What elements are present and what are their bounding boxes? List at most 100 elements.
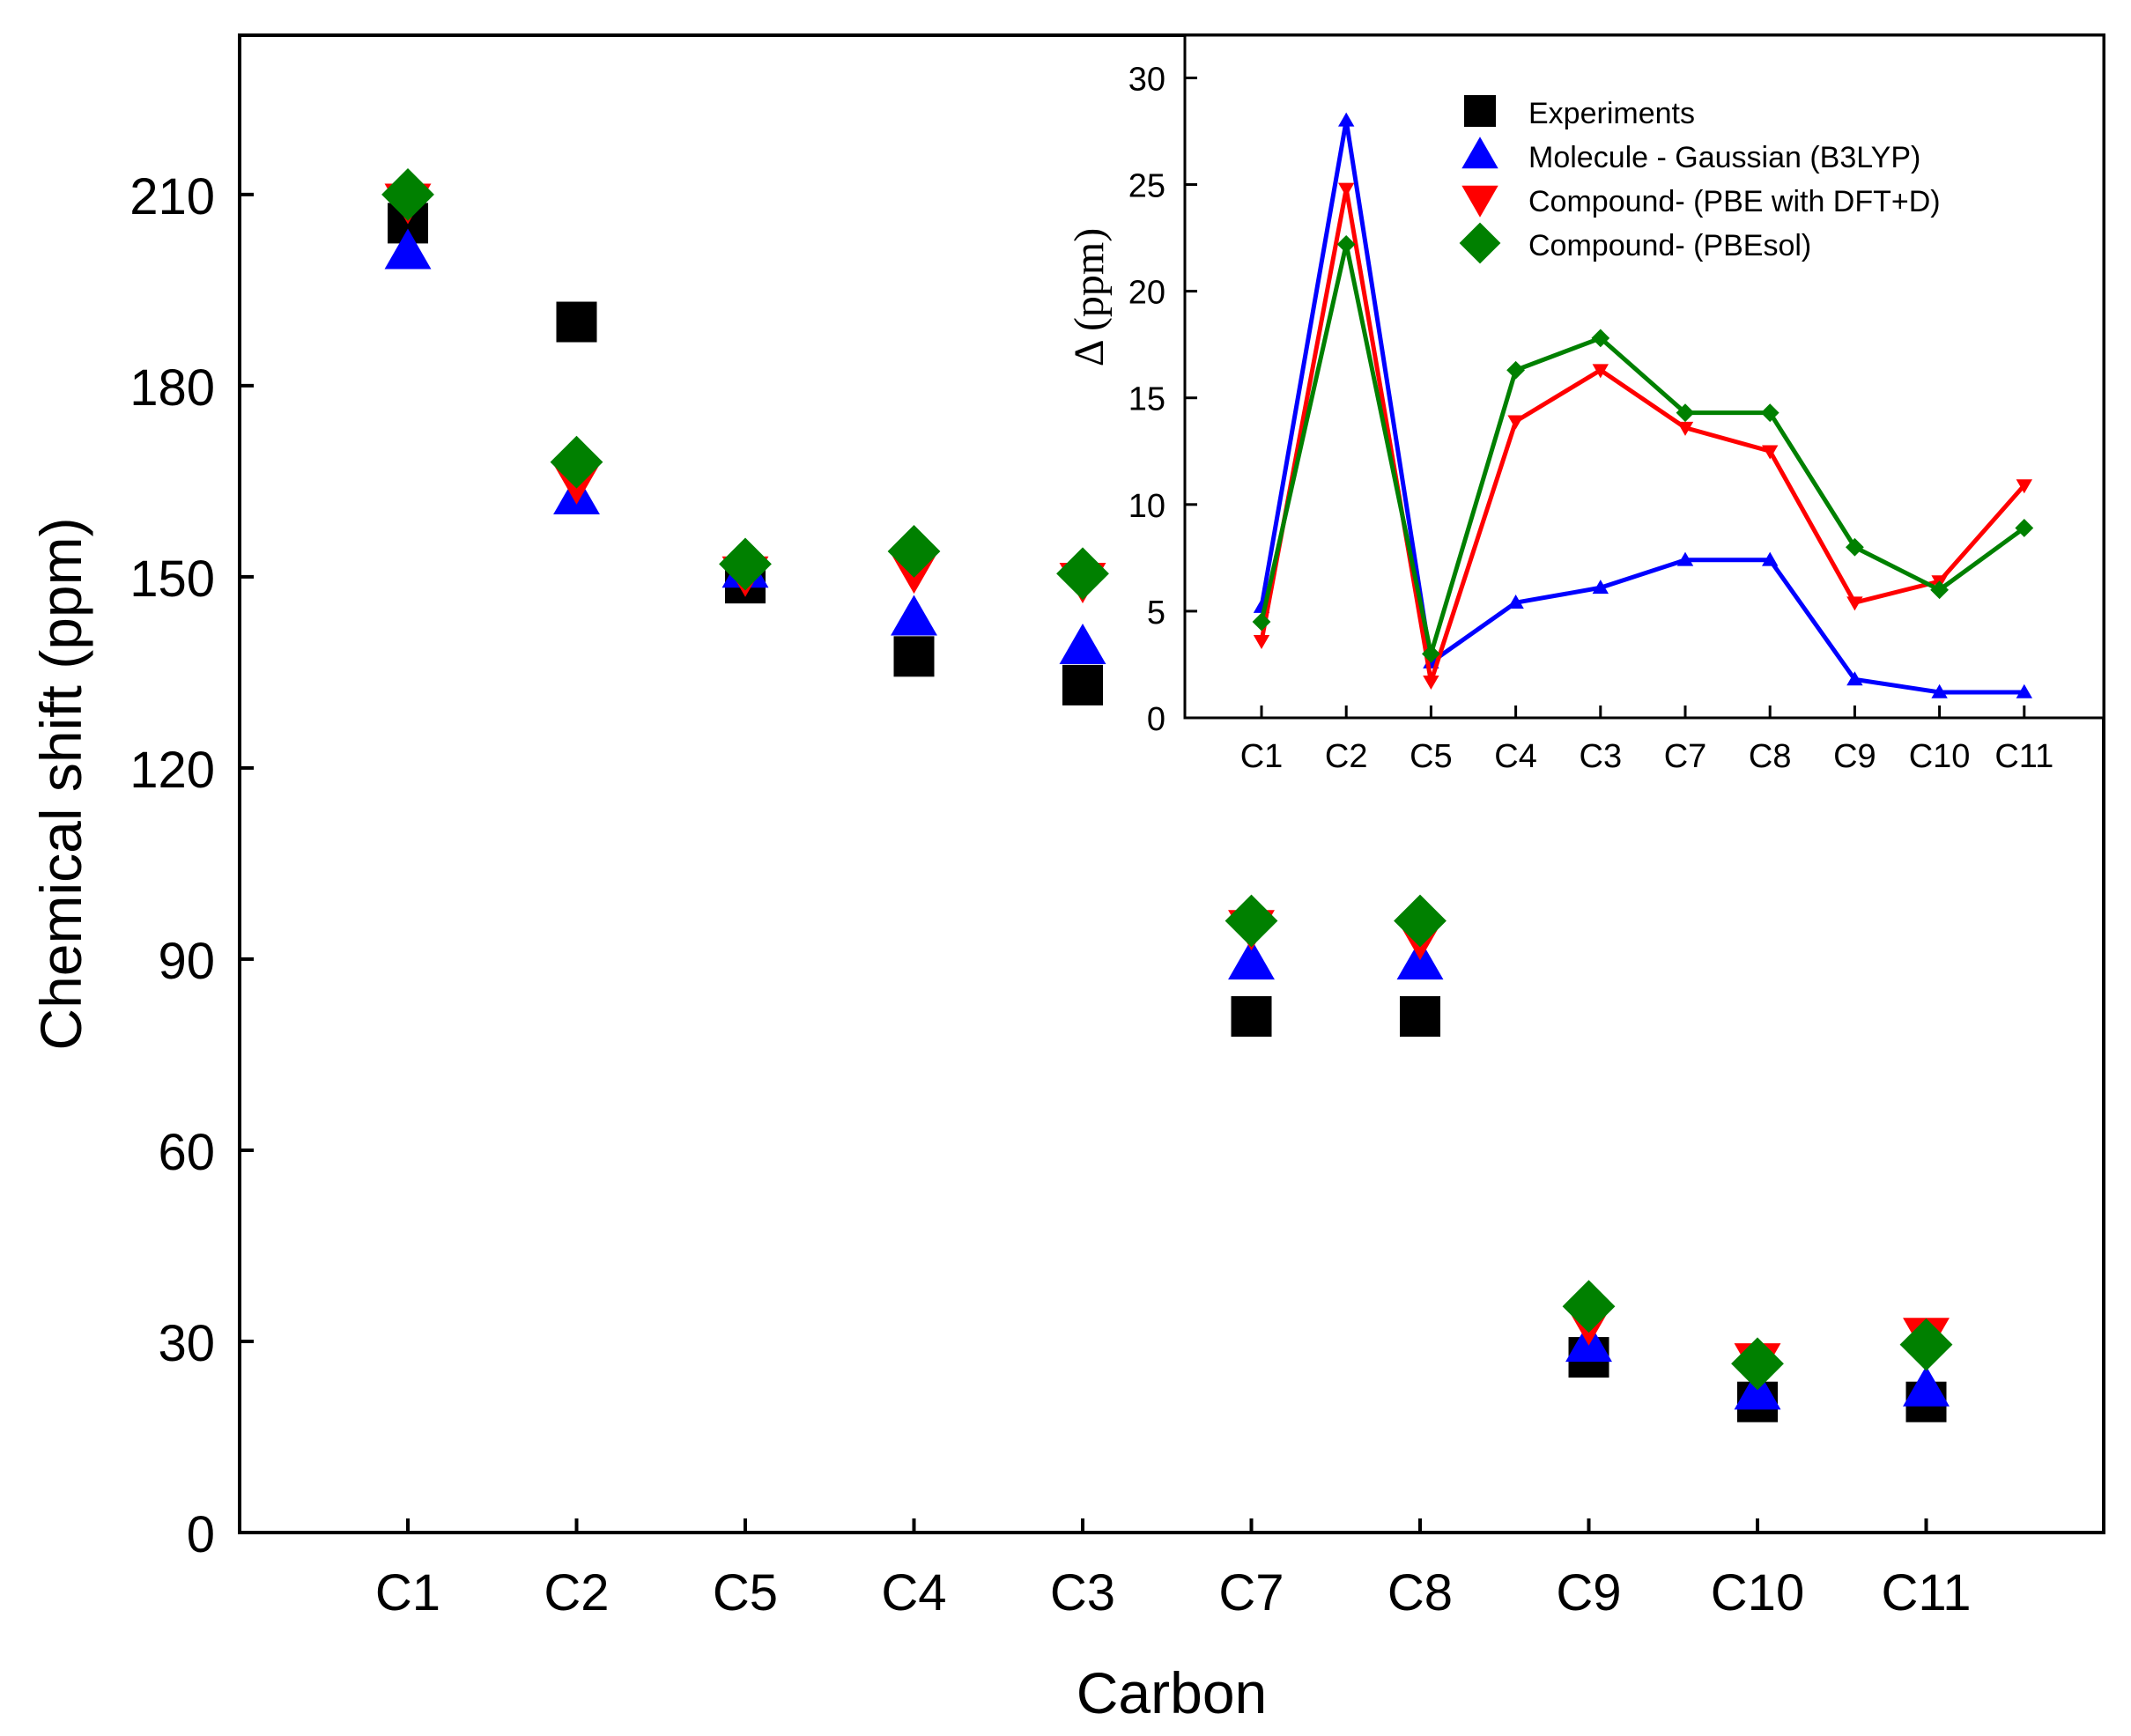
inset-point bbox=[1506, 360, 1525, 380]
main-point bbox=[381, 167, 434, 221]
inset-point bbox=[1507, 595, 1524, 609]
main-x-tick-label: C5 bbox=[713, 1564, 778, 1621]
inset-y-tick-label: 5 bbox=[1147, 595, 1165, 632]
inset-point bbox=[1846, 671, 1863, 686]
inset-x-tick-label: C8 bbox=[1749, 738, 1792, 775]
inset-point bbox=[1676, 403, 1695, 423]
inset-point bbox=[1252, 612, 1271, 632]
legend-entry: Compound- (PBE with DFT+D) bbox=[1461, 185, 1941, 218]
main-y-tick-label: 30 bbox=[158, 1315, 215, 1372]
inset-point bbox=[1931, 683, 1948, 698]
inset-x-tick-label: C3 bbox=[1580, 738, 1623, 775]
main-point bbox=[1731, 1337, 1784, 1391]
inset-point bbox=[1760, 403, 1780, 423]
inset-y-tick-label: 0 bbox=[1147, 701, 1165, 738]
inset-x-tick-label: C9 bbox=[1833, 738, 1876, 775]
main-series-3 bbox=[381, 167, 1953, 1391]
main-x-axis-label: Carbon bbox=[1077, 1660, 1267, 1725]
inset-series-line bbox=[1259, 186, 2026, 684]
main-x-tick-label: C1 bbox=[375, 1564, 440, 1621]
main-plot-frame bbox=[238, 33, 2105, 1534]
inset-x-tick-label: C7 bbox=[1664, 738, 1707, 775]
inset-point bbox=[1846, 537, 1864, 557]
inset-point bbox=[1422, 644, 1440, 663]
inset-series-line bbox=[1259, 118, 2024, 695]
inset-point bbox=[2016, 683, 2032, 698]
legend-label: Experiments bbox=[1528, 97, 1695, 130]
main-y-tick-label: 150 bbox=[129, 550, 215, 608]
main-point bbox=[1059, 624, 1106, 665]
main-point bbox=[893, 636, 935, 677]
main-y-axis-label: Chemical shift (ppm) bbox=[28, 517, 93, 1050]
inset-x-tick-label: C4 bbox=[1494, 738, 1537, 775]
inset-point bbox=[2016, 479, 2032, 494]
main-point bbox=[1231, 996, 1272, 1038]
inset-y-tick-label: 10 bbox=[1128, 488, 1165, 525]
main-point bbox=[887, 525, 941, 578]
main-point bbox=[550, 435, 603, 489]
inset-x-tick-label: C1 bbox=[1240, 738, 1284, 775]
legend-marker bbox=[1461, 137, 1498, 169]
main-point bbox=[1228, 939, 1275, 980]
main-point bbox=[719, 537, 772, 591]
inset-x-tick-label: C2 bbox=[1325, 738, 1368, 775]
main-x-tick-label: C4 bbox=[881, 1564, 946, 1621]
legend-marker bbox=[1459, 222, 1501, 264]
main-x-tick-label: C2 bbox=[544, 1564, 609, 1621]
main-point bbox=[1400, 996, 1440, 1038]
inset-y-tick-label: 15 bbox=[1128, 381, 1165, 418]
main-point bbox=[1903, 1365, 1950, 1407]
legend-marker bbox=[1464, 95, 1496, 127]
main-y-tick-label: 180 bbox=[129, 359, 215, 417]
legend-label: Molecule - Gaussian (B3LYP) bbox=[1528, 141, 1920, 174]
inset-x-tick-label: C11 bbox=[1994, 738, 2053, 775]
main-point bbox=[1062, 664, 1103, 705]
main-y-tick-label: 120 bbox=[129, 742, 215, 799]
main-x-tick-label: C11 bbox=[1881, 1564, 1971, 1621]
main-x-tick-label: C9 bbox=[1556, 1564, 1621, 1621]
inset-point bbox=[1592, 364, 1609, 379]
main-x-tick-label: C3 bbox=[1050, 1564, 1115, 1621]
main-x-tick-label: C8 bbox=[1387, 1564, 1453, 1621]
legend-entry: Molecule - Gaussian (B3LYP) bbox=[1461, 137, 1920, 174]
main-point bbox=[1562, 1280, 1616, 1333]
inset-point bbox=[1591, 329, 1610, 348]
inset-point bbox=[1762, 551, 1779, 566]
inset-y-tick-label: 25 bbox=[1128, 168, 1165, 205]
inset-point bbox=[1930, 580, 1949, 600]
inset-point bbox=[1676, 551, 1694, 566]
main-point bbox=[1394, 894, 1447, 948]
inset-series-2 bbox=[1252, 234, 2034, 663]
legend-marker bbox=[1461, 185, 1498, 218]
inset-point bbox=[1423, 676, 1439, 691]
inset-point bbox=[1253, 635, 1270, 650]
main-y-tick-label: 90 bbox=[158, 933, 215, 990]
legend-entry: Compound- (PBEsol) bbox=[1459, 222, 1811, 264]
inset-point bbox=[2015, 519, 2034, 537]
main-point bbox=[891, 595, 937, 636]
inset-point bbox=[1336, 234, 1356, 254]
inset-point bbox=[1846, 596, 1863, 611]
main-point bbox=[1225, 894, 1278, 948]
inset-y-tick-label: 20 bbox=[1128, 275, 1165, 312]
inset-chart: 0 5 10 15 20 25 30 C1 C2 C5 C4 C3 C7 C8 C9 C10 C11 Δ (ppm… bbox=[1066, 33, 2105, 775]
main-y-tick-label: 0 bbox=[187, 1506, 215, 1563]
inset-point bbox=[1338, 182, 1355, 197]
main-point bbox=[556, 301, 597, 343]
legend: Experiments Molecule - Gaussian (B3LYP) Co… bbox=[1459, 95, 1941, 264]
main-y-tick-label: 210 bbox=[129, 168, 215, 225]
legend-label: Compound- (PBEsol) bbox=[1528, 229, 1811, 262]
inset-x-tick-label: C10 bbox=[1909, 738, 1971, 775]
inset-point bbox=[1507, 415, 1524, 430]
inset-y-tick-label: 30 bbox=[1128, 61, 1165, 98]
inset-y-axis-label: Δ (ppm) bbox=[1066, 228, 1113, 367]
main-x-tick-label: C10 bbox=[1711, 1564, 1804, 1621]
inset-point bbox=[1762, 445, 1779, 460]
main-y-tick-label: 60 bbox=[158, 1124, 215, 1181]
inset-point bbox=[1592, 580, 1609, 595]
inset-x-tick-label: C5 bbox=[1410, 738, 1453, 775]
inset-point bbox=[1338, 112, 1355, 127]
legend-entry: Experiments bbox=[1464, 95, 1695, 130]
